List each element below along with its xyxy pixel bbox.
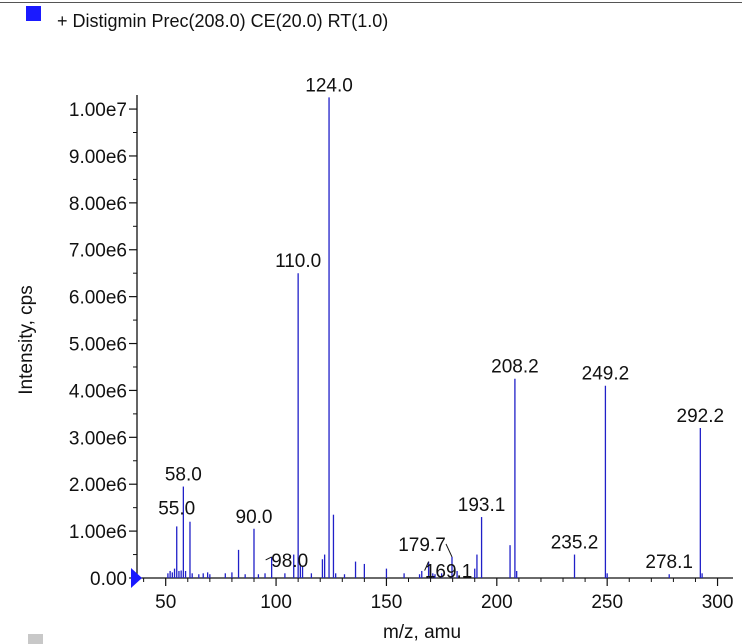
peak-labels: 55.0 58.0 90.0 98.0 110.0 124.0 169.1 179.7 193.…: [158, 75, 724, 582]
y-axis-title: Intensity, cps: [16, 285, 37, 394]
peak-label: 292.2: [677, 406, 725, 427]
x-tick-label: 200: [481, 592, 513, 613]
peak-label: 179.7: [398, 535, 446, 556]
x-tick-label: 100: [260, 592, 292, 613]
peak-label: 55.0: [158, 498, 195, 519]
legend-label: + Distigmin Prec(208.0) CE(20.0) RT(1.0): [57, 11, 388, 31]
peak-label: 110.0: [275, 251, 321, 272]
x-tick-label: 150: [371, 592, 403, 613]
peak-label: 278.1: [645, 552, 693, 573]
y-tick-label: 7.00e6: [69, 241, 127, 262]
legend: + Distigmin Prec(208.0) CE(20.0) RT(1.0): [26, 6, 388, 31]
peak-label: 124.0: [305, 75, 353, 96]
peak-label: 90.0: [236, 507, 273, 528]
peak-label-leader: [445, 543, 453, 558]
baseline-marker-icon: [131, 568, 142, 588]
x-tick-label: 300: [702, 592, 734, 613]
x-tick-label: 250: [591, 592, 623, 613]
x-axis-title: m/z, amu: [383, 622, 461, 643]
peak-label-leader: [424, 561, 430, 571]
peak-label-leader: [265, 556, 272, 561]
peak-label: 208.2: [491, 357, 539, 378]
peak-label: 193.1: [458, 495, 506, 516]
legend-swatch: [26, 6, 41, 21]
y-tick-label: 8.00e6: [69, 194, 127, 215]
y-tick-label: 3.00e6: [69, 428, 127, 449]
y-tick-label: 2.00e6: [69, 475, 127, 496]
y-tick-label: 6.00e6: [69, 288, 127, 309]
axes: 0.00 1.00e6 2.00e6 3.00e6 4.00e6 5.00e6 6.00e6…: [69, 95, 734, 613]
bottom-legend-swatch: [28, 634, 43, 644]
peak-label: 58.0: [165, 465, 202, 486]
peak-label: 235.2: [551, 533, 599, 554]
x-tick-label: 50: [155, 592, 176, 613]
y-tick-label: 1.00e7: [69, 100, 127, 121]
peak-label: 169.1: [425, 562, 473, 583]
peak-label: 249.2: [582, 364, 630, 385]
y-tick-label: 4.00e6: [69, 381, 127, 402]
y-tick-label: 0.00: [90, 569, 127, 590]
peak-bars: [167, 97, 703, 578]
y-tick-label: 5.00e6: [69, 335, 127, 356]
y-tick-label: 9.00e6: [69, 147, 127, 168]
peak-label: 98.0: [271, 551, 308, 572]
y-tick-label: 1.00e6: [69, 522, 127, 543]
